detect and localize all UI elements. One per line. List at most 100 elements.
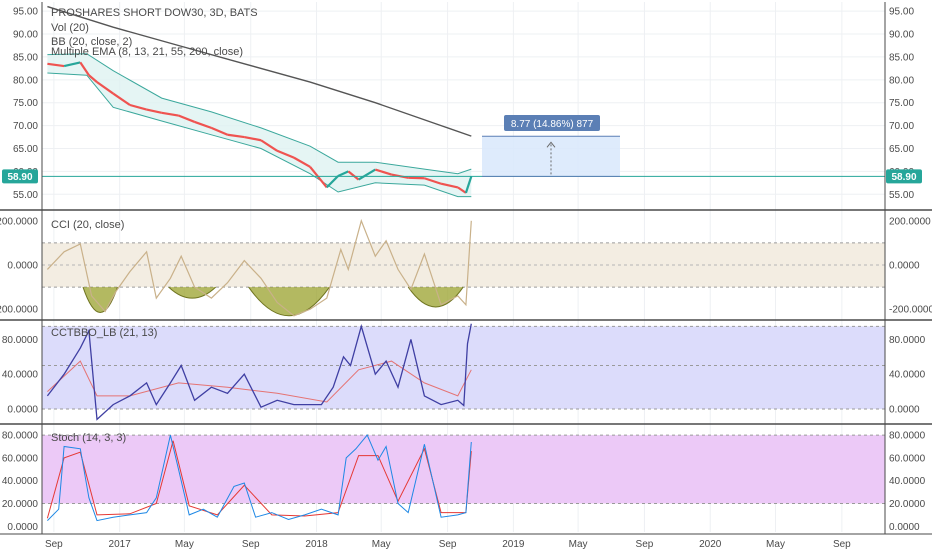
chart-title: PROSHARES SHORT DOW30, 3D, BATS bbox=[51, 7, 258, 19]
oscillator-axis-label-left: 200.0000 bbox=[0, 216, 38, 227]
price-axis-label-right: 70.00 bbox=[889, 121, 914, 132]
oscillator-axis-label-left: 80.0000 bbox=[2, 335, 39, 346]
price-segment bbox=[194, 120, 212, 129]
price-segment bbox=[178, 114, 196, 123]
bollinger-lower-line bbox=[47, 72, 472, 198]
bollinger-upper-line bbox=[47, 53, 472, 175]
price-tag-right bbox=[886, 169, 922, 184]
oscillator-axis-label-left: 60.0000 bbox=[2, 453, 39, 464]
price-segment bbox=[47, 62, 65, 68]
price-segment bbox=[79, 61, 90, 76]
price-axis-label-right: 85.00 bbox=[889, 52, 914, 63]
price-axis-label-left: 85.00 bbox=[13, 52, 38, 63]
price-axis-label-right: 80.00 bbox=[889, 75, 914, 86]
price-segment bbox=[88, 74, 98, 83]
price-segment bbox=[457, 186, 467, 194]
cctbbo-band-fill bbox=[42, 326, 885, 409]
time-axis-label: Sep bbox=[45, 539, 63, 550]
price-segment bbox=[112, 92, 131, 106]
measure-arrow-head-icon bbox=[546, 141, 556, 148]
price-segment bbox=[63, 61, 81, 68]
price-axis-label-left: 90.00 bbox=[13, 30, 38, 41]
price-segment bbox=[440, 182, 459, 189]
cci-oversold-fill bbox=[248, 286, 330, 317]
oscillator-axis-label-left: 0.0000 bbox=[7, 404, 38, 415]
legend-cctbbo: CCTBBO_LB (21, 13) bbox=[51, 327, 157, 339]
price-segment bbox=[337, 170, 349, 177]
price-segment bbox=[227, 133, 245, 139]
cctbbo-signal-line bbox=[47, 360, 472, 403]
time-axis-label: 2017 bbox=[109, 539, 132, 550]
measure-label-text: 8.77 (14.86%) 877 bbox=[511, 119, 594, 130]
price-tag-right-text: 58.90 bbox=[891, 172, 916, 183]
price-axis-label-right: 75.00 bbox=[889, 98, 914, 109]
oscillator-axis-label-right: 40.0000 bbox=[889, 476, 926, 487]
stoch-band-fill bbox=[42, 435, 885, 504]
price-segment bbox=[161, 111, 179, 117]
price-segment bbox=[244, 135, 262, 142]
oscillator-axis-label-left: 0.0000 bbox=[7, 522, 38, 533]
price-tag-left-text: 58.90 bbox=[7, 172, 32, 183]
time-axis-label: May bbox=[569, 539, 588, 550]
bollinger-band-fill bbox=[47, 53, 472, 197]
price-segment bbox=[358, 168, 376, 181]
cctbbo-line bbox=[46, 323, 472, 421]
time-axis-label: May bbox=[175, 539, 194, 550]
time-axis-label: Sep bbox=[833, 539, 851, 550]
price-axis-label-left: 80.00 bbox=[13, 75, 38, 86]
price-segment bbox=[424, 177, 442, 185]
cci-oversold-fill bbox=[168, 286, 217, 299]
price-axis-label-right: 90.00 bbox=[889, 30, 914, 41]
oscillator-axis-label-right: 200.0000 bbox=[889, 216, 931, 227]
measure-label-box bbox=[504, 115, 600, 131]
price-segment bbox=[464, 176, 473, 194]
stoch-k-line bbox=[47, 434, 472, 522]
oscillator-axis-label-right: 40.0000 bbox=[889, 370, 926, 381]
price-segment bbox=[276, 149, 295, 159]
legend-ema: Multiple EMA (8, 13, 21, 55, 200, close) bbox=[51, 46, 243, 58]
legend-stoch: Stoch (14, 3, 3) bbox=[51, 432, 126, 444]
oscillator-axis-label-left: 40.0000 bbox=[2, 476, 39, 487]
oscillator-axis-label-right: 80.0000 bbox=[889, 335, 926, 346]
time-axis-label: Sep bbox=[636, 539, 654, 550]
oscillator-axis-label-right: -200.0000 bbox=[889, 305, 932, 316]
price-axis-label-left: 75.00 bbox=[13, 98, 38, 109]
oscillator-axis-label-left: 80.0000 bbox=[2, 431, 39, 442]
time-axis-label: 2019 bbox=[502, 539, 525, 550]
cci-oversold-fill bbox=[82, 286, 118, 313]
price-segment bbox=[210, 126, 228, 136]
cci-line bbox=[46, 218, 472, 317]
oscillator-axis-label-right: 60.0000 bbox=[889, 453, 926, 464]
oscillator-axis-label-right: 20.0000 bbox=[889, 499, 926, 510]
time-axis-label: 2020 bbox=[699, 539, 722, 550]
time-axis-label: May bbox=[766, 539, 785, 550]
oscillator-axis-label-right: 0.0000 bbox=[889, 261, 920, 272]
price-segment bbox=[347, 170, 360, 181]
price-axis-label-right: 95.00 bbox=[889, 7, 914, 18]
price-segment bbox=[146, 108, 162, 114]
price-segment bbox=[374, 168, 392, 176]
stoch-d-line bbox=[46, 440, 472, 519]
price-axis-label-left: 95.00 bbox=[13, 7, 38, 18]
price-segment bbox=[260, 139, 278, 152]
oscillator-axis-label-right: 80.0000 bbox=[889, 431, 926, 442]
oscillator-axis-label-left: 0.0000 bbox=[7, 261, 38, 272]
legend-cci: CCI (20, close) bbox=[51, 219, 124, 231]
time-axis-label: May bbox=[372, 539, 391, 550]
oscillator-axis-label-right: 0.0000 bbox=[889, 404, 920, 415]
time-axis-label: Sep bbox=[439, 539, 457, 550]
price-axis-label-right: 65.00 bbox=[889, 144, 914, 155]
price-axis-label-left: 70.00 bbox=[13, 121, 38, 132]
price-tag-left bbox=[2, 169, 38, 184]
oscillator-axis-label-left: -200.0000 bbox=[0, 305, 38, 316]
price-segment bbox=[129, 103, 147, 111]
price-segment bbox=[325, 175, 339, 189]
time-axis-label: 2018 bbox=[305, 539, 328, 550]
time-axis-label: Sep bbox=[242, 539, 260, 550]
oscillator-axis-label-left: 40.0000 bbox=[2, 370, 39, 381]
price-axis-label-left: 65.00 bbox=[13, 144, 38, 155]
cci-oversold-fill bbox=[407, 286, 464, 308]
price-axis-label-left: 55.00 bbox=[13, 190, 38, 201]
price-segment bbox=[293, 156, 311, 168]
